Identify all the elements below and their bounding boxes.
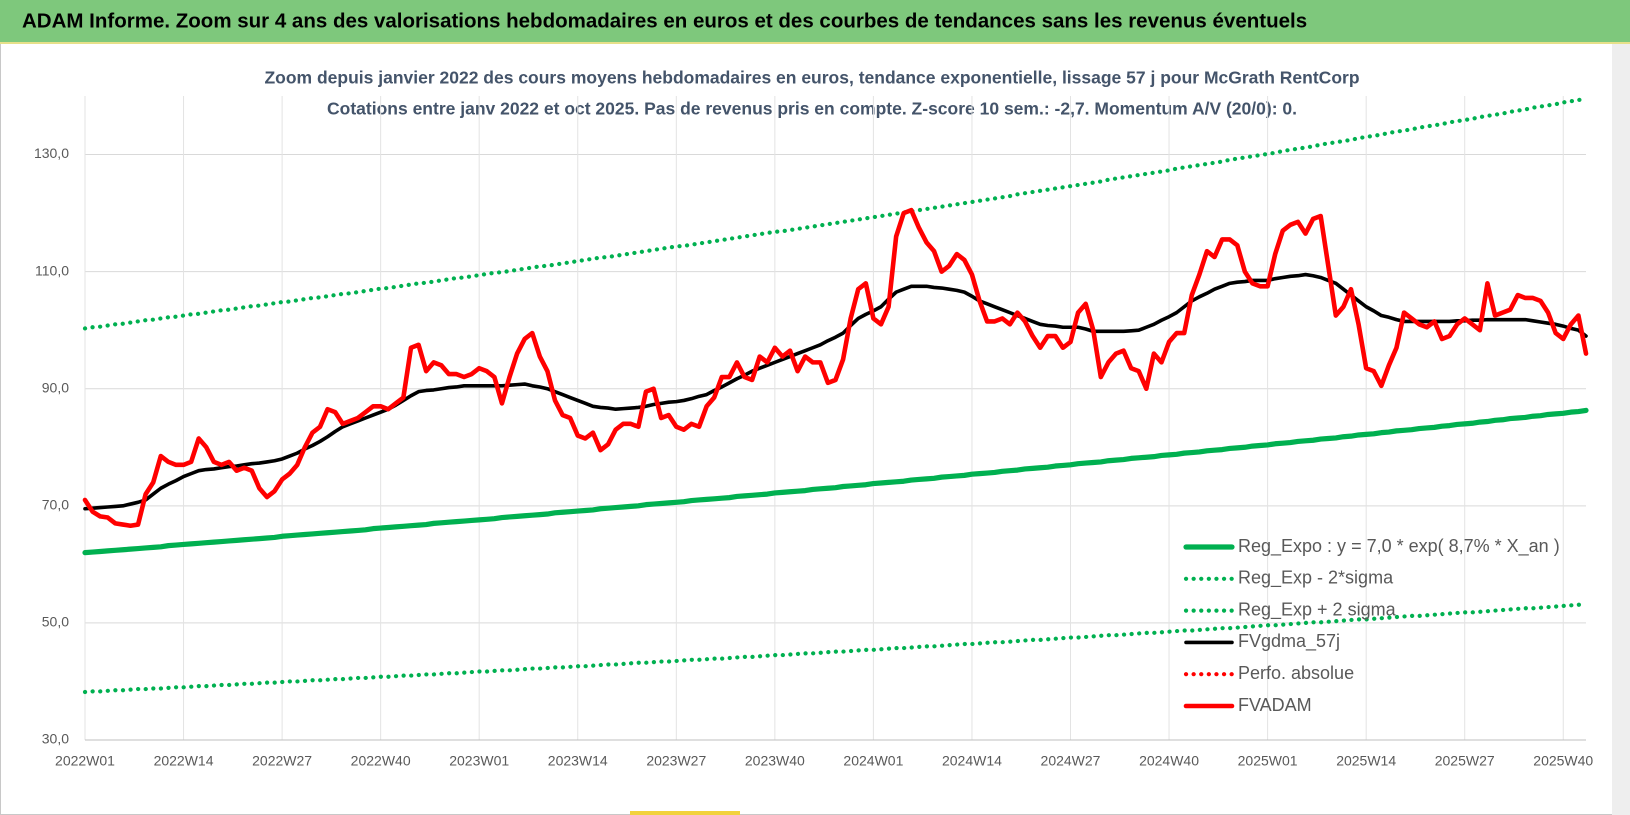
x-tick-label: 2025W14	[1336, 753, 1396, 769]
y-tick-label: 70,0	[42, 497, 69, 513]
x-tick-label: 2024W27	[1041, 753, 1101, 769]
x-tick-label: 2022W14	[154, 753, 214, 769]
line-series	[82, 407, 1589, 556]
x-tick-label: 2023W40	[745, 753, 805, 769]
x-tick-label: 2023W14	[548, 753, 608, 769]
x-tick-label: 2024W01	[843, 753, 903, 769]
line-series	[82, 207, 1589, 529]
legend-label: Perfo. absolue	[1238, 663, 1354, 683]
line-series	[82, 96, 1589, 331]
line-series	[83, 272, 1588, 511]
legend-label: Reg_Exp + 2 sigma	[1238, 599, 1397, 620]
x-tick-label: 2025W27	[1435, 753, 1495, 769]
legend-label: FVADAM	[1238, 695, 1312, 715]
legend-label: Reg_Exp - 2*sigma	[1238, 568, 1394, 589]
x-tick-label: 2024W40	[1139, 753, 1199, 769]
x-tick-label: 2022W01	[55, 753, 115, 769]
legend-label: FVgdma_57j	[1238, 631, 1340, 652]
y-tick-label: 90,0	[42, 379, 69, 395]
x-tick-label: 2022W40	[351, 753, 411, 769]
x-tick-label: 2023W27	[646, 753, 706, 769]
y-tick-label: 130,0	[34, 145, 69, 161]
line-series	[82, 602, 1589, 695]
header-rule	[0, 42, 1630, 44]
chart-title: ADAM Informe. Zoom sur 4 ans des valoris…	[22, 9, 1307, 32]
x-tick-label: 2025W01	[1238, 753, 1298, 769]
y-tick-label: 30,0	[42, 731, 69, 747]
x-tick-label: 2025W40	[1533, 753, 1593, 769]
legend-label: Reg_Expo : y = 7,0 * exp( 8,7% * X_an )	[1238, 536, 1560, 557]
subtitle: Cotations entre janv 2022 et oct 2025. P…	[327, 99, 1297, 119]
y-tick-label: 50,0	[42, 614, 69, 630]
x-tick-label: 2022W27	[252, 753, 312, 769]
bottom-tab	[630, 811, 740, 815]
right-strip	[1612, 44, 1630, 815]
subtitle: Zoom depuis janvier 2022 des cours moyen…	[264, 68, 1359, 88]
y-tick-label: 110,0	[35, 262, 69, 278]
header-bar	[0, 0, 1630, 42]
x-tick-label: 2024W14	[942, 753, 1002, 769]
x-tick-label: 2023W01	[449, 753, 509, 769]
